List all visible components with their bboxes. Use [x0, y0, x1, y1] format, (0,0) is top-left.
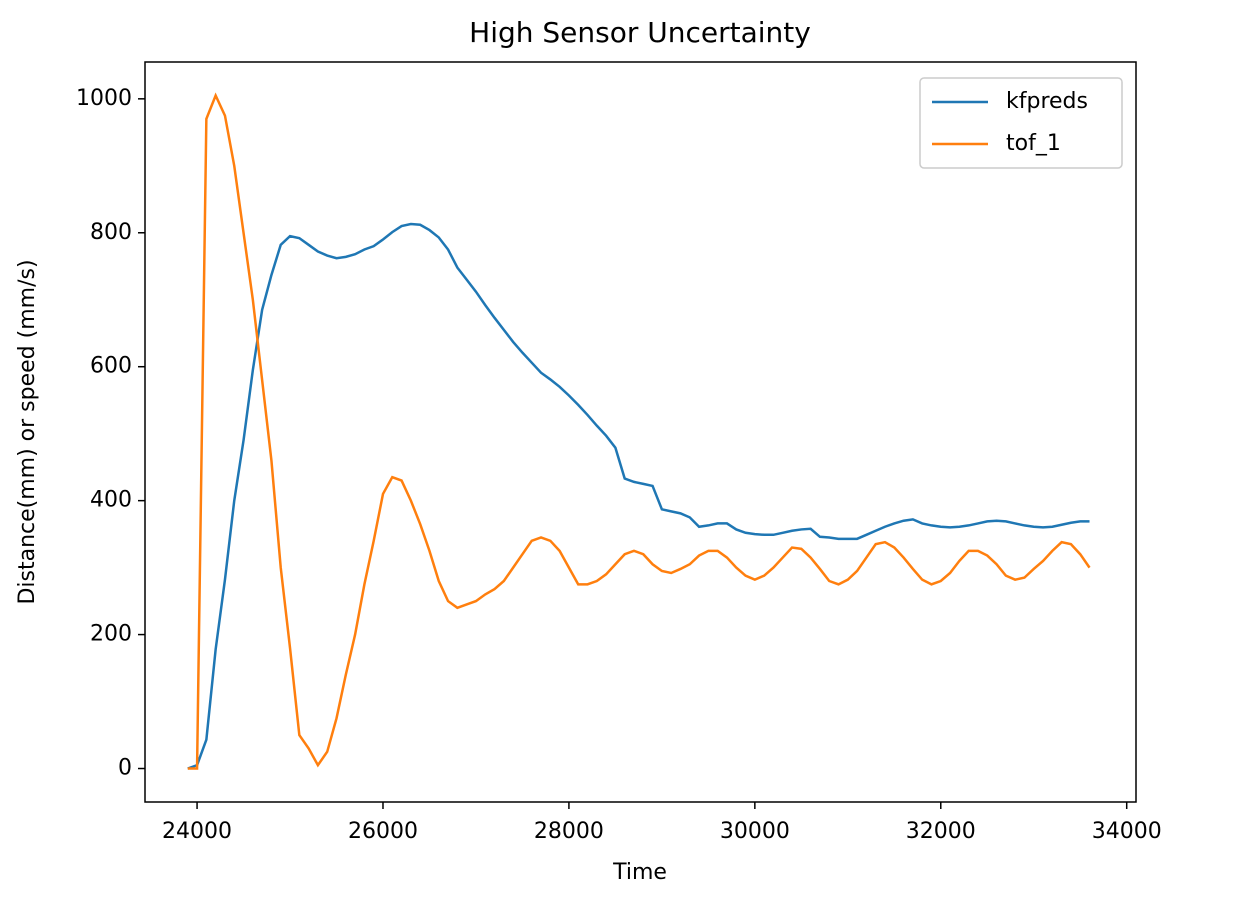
y-tick-label: 1000	[76, 86, 132, 111]
x-tick-label: 24000	[162, 819, 232, 844]
legend-label: tof_1	[1006, 131, 1061, 156]
series-line	[187, 222, 1090, 770]
x-axis-label: Time	[612, 860, 667, 885]
y-axis-label: Distance(mm) or speed (mm/s)	[15, 259, 40, 604]
chart-title: High Sensor Uncertainty	[469, 16, 811, 49]
x-tick-label: 26000	[348, 819, 418, 844]
y-tick-label: 200	[90, 622, 132, 647]
series-line	[187, 92, 1091, 770]
y-tick-label: 600	[90, 354, 132, 379]
y-tick-label: 0	[118, 756, 132, 781]
legend-box	[919, 77, 1123, 169]
legend-label: kfpreds	[1006, 89, 1088, 114]
x-tick-label: 30000	[720, 819, 790, 844]
y-tick-label: 800	[90, 220, 132, 245]
x-tick-label: 34000	[1092, 819, 1162, 844]
y-tick-label: 400	[90, 488, 132, 513]
plot-frame	[144, 61, 1137, 803]
x-tick-label: 28000	[534, 819, 604, 844]
x-tick-label: 32000	[906, 819, 976, 844]
